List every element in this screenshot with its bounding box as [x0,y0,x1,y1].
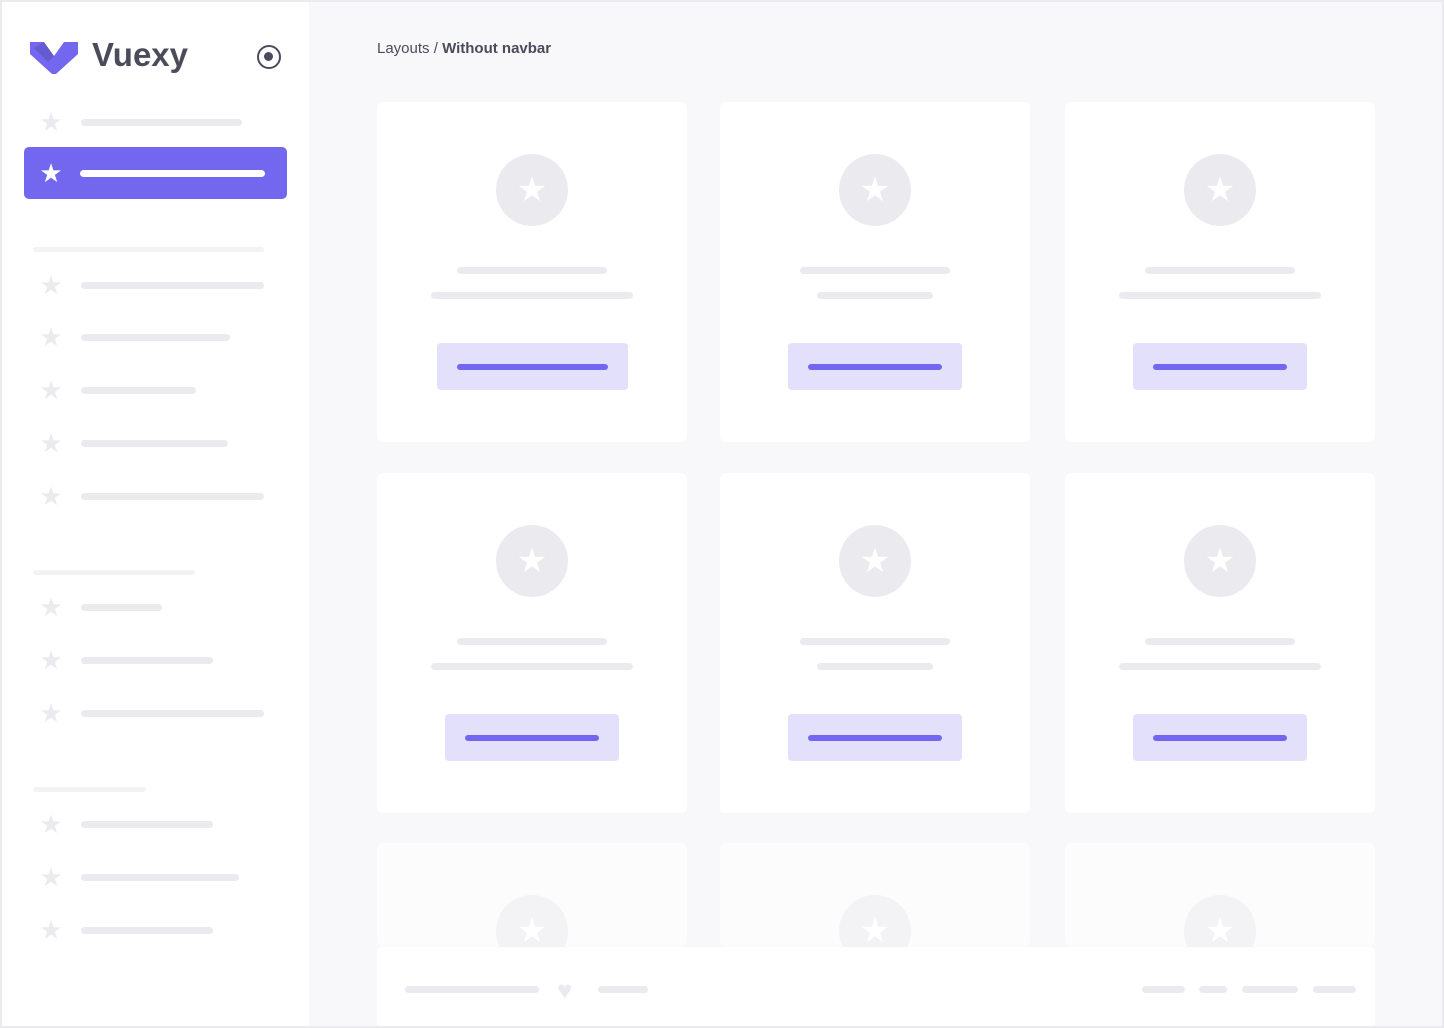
star-icon: ★ [39,592,63,622]
card-button[interactable] [436,343,628,390]
card-title-placeholder [1145,638,1295,645]
footer-link[interactable] [1242,986,1298,993]
card-button[interactable] [1133,714,1307,761]
brand-name: Vuexy [92,36,189,73]
star-icon: ★ [39,481,63,511]
card-button[interactable] [788,343,962,390]
star-icon: ★ [39,107,63,137]
card-button-label-placeholder [465,735,599,741]
sidebar-item-label-placeholder [81,334,230,341]
placeholder-card: ★ [720,102,1030,442]
card-text-placeholder [1119,663,1321,670]
sidebar-item[interactable]: ★ [2,917,302,943]
card-text-placeholder [817,292,933,299]
star-icon: ★ [39,428,63,458]
sidebar-item-label-placeholder [81,874,239,881]
card-button-label-placeholder [808,735,942,741]
breadcrumb: Layouts / Without navbar [377,40,551,57]
sidebar-item[interactable]: ★ [2,594,302,620]
placeholder-card: ★ [1065,843,1375,967]
footer: ♥ [377,947,1375,1026]
placeholder-card: ★ [1065,473,1375,813]
card-title-placeholder [800,267,950,274]
sidebar-item-label-placeholder [81,282,264,289]
sidebar-item-label-placeholder [80,170,265,177]
sidebar-toggle-icon[interactable] [257,45,281,69]
footer-link[interactable] [1142,986,1185,993]
sidebar-item-label-placeholder [81,710,264,717]
star-icon: ★ [496,154,568,226]
card-title-placeholder [457,638,607,645]
heart-icon: ♥ [557,975,573,1005]
sidebar-item-label-placeholder [81,387,196,394]
sidebar-item[interactable]: ★ [2,700,302,726]
sidebar-item-label-placeholder [81,440,228,447]
star-icon: ★ [1184,154,1256,226]
placeholder-card: ★ [1065,102,1375,442]
sidebar-item[interactable]: ★ [2,647,302,673]
star-icon: ★ [39,862,63,892]
sidebar-item-label-placeholder [81,927,213,934]
card-button-label-placeholder [808,364,942,370]
breadcrumb-separator: / [429,40,443,57]
sidebar: Vuexy ★ ★ ★ ★ ★ ★ ★ ★ ★ ★ ★ ★ ★ [2,2,309,1026]
star-icon: ★ [496,525,568,597]
card-title-placeholder [1145,267,1295,274]
card-button[interactable] [445,714,619,761]
sidebar-item-label-placeholder [81,119,242,126]
star-icon: ★ [39,375,63,405]
star-icon: ★ [39,809,63,839]
placeholder-card: ★ [377,473,687,813]
sidebar-item[interactable]: ★ [2,811,302,837]
sidebar-item[interactable]: ★ [2,272,302,298]
sidebar-item[interactable]: ★ [2,864,302,890]
sidebar-item[interactable]: ★ [2,324,302,350]
star-icon: ★ [39,270,63,300]
card-text-placeholder [431,663,633,670]
card-button[interactable] [788,714,962,761]
sidebar-section-divider [33,570,195,575]
vuexy-logo-icon [30,42,78,74]
star-icon: ★ [39,322,63,352]
star-icon: ★ [839,154,911,226]
card-button-label-placeholder [456,364,608,370]
card-text-placeholder [817,663,933,670]
footer-link[interactable] [1313,986,1356,993]
card-button[interactable] [1133,343,1307,390]
footer-text-placeholder [405,986,539,993]
card-title-placeholder [800,638,950,645]
sidebar-item-label-placeholder [81,657,213,664]
placeholder-card: ★ [377,102,687,442]
card-button-label-placeholder [1153,735,1287,741]
card-text-placeholder [431,292,633,299]
sidebar-item[interactable]: ★ [2,377,302,403]
sidebar-section-divider [33,247,264,252]
brand-logo[interactable] [30,40,78,74]
star-icon: ★ [39,158,63,188]
sidebar-item-label-placeholder [81,604,162,611]
star-icon: ★ [39,698,63,728]
sidebar-item[interactable]: ★ [2,109,302,135]
breadcrumb-parent[interactable]: Layouts [377,40,430,57]
star-icon: ★ [39,645,63,675]
footer-link[interactable] [1199,986,1227,993]
placeholder-card: ★ [720,843,1030,967]
sidebar-item-label-placeholder [81,821,213,828]
star-icon: ★ [1184,525,1256,597]
sidebar-item-label-placeholder [81,493,264,500]
card-button-label-placeholder [1153,364,1287,370]
sidebar-item-active[interactable]: ★ [24,147,287,199]
breadcrumb-current: Without navbar [442,40,552,57]
placeholder-card: ★ [720,473,1030,813]
sidebar-item[interactable]: ★ [2,483,302,509]
sidebar-item[interactable]: ★ [2,430,302,456]
sidebar-section-divider [33,787,146,792]
card-text-placeholder [1119,292,1321,299]
footer-text-placeholder [598,986,648,993]
card-title-placeholder [457,267,607,274]
star-icon: ★ [839,525,911,597]
star-icon: ★ [39,915,63,945]
placeholder-card: ★ [377,843,687,967]
